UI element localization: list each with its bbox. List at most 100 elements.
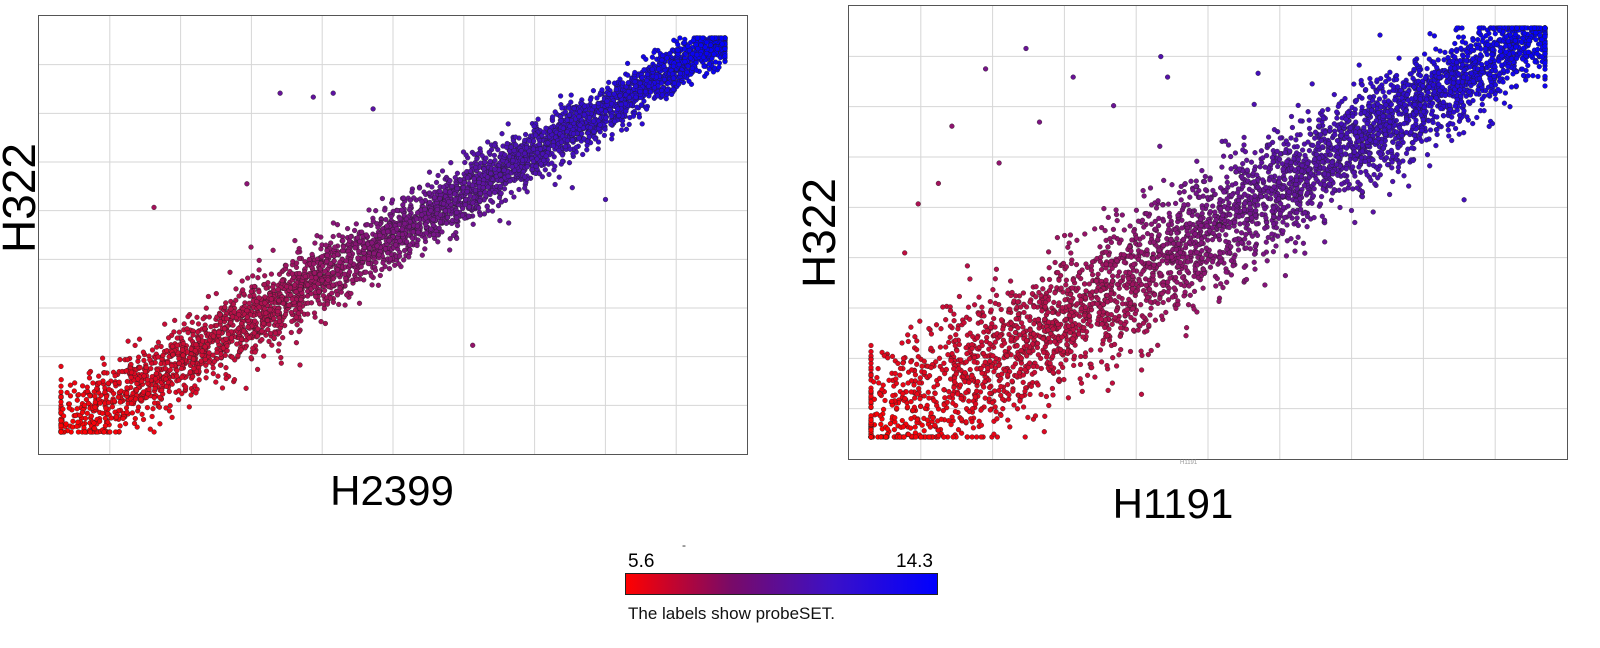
scatter-points — [58, 35, 728, 435]
data-point — [283, 262, 289, 269]
data-point — [329, 290, 335, 296]
data-point — [524, 164, 530, 170]
data-point — [427, 199, 433, 206]
data-point — [670, 75, 677, 81]
data-point — [347, 269, 353, 275]
data-point — [379, 266, 385, 273]
data-point — [228, 320, 234, 326]
data-point — [987, 299, 993, 305]
data-point — [422, 246, 428, 252]
data-point — [364, 222, 370, 228]
data-point — [67, 382, 74, 388]
data-point — [169, 414, 175, 421]
data-point — [210, 333, 217, 339]
data-point — [99, 410, 106, 416]
data-point — [609, 136, 615, 142]
data-point — [571, 105, 577, 112]
data-point — [229, 314, 236, 320]
data-point — [518, 148, 524, 154]
data-point — [443, 220, 450, 226]
data-point — [361, 244, 368, 250]
data-point — [167, 367, 173, 373]
data-point — [317, 271, 323, 278]
data-point — [186, 404, 192, 410]
data-point — [133, 387, 140, 393]
data-point — [236, 293, 242, 299]
data-point — [559, 158, 566, 164]
data-point — [235, 325, 242, 332]
data-point — [82, 415, 89, 422]
data-point — [685, 63, 691, 69]
data-point — [377, 232, 383, 239]
data-point — [1435, 57, 1441, 63]
data-point — [1202, 173, 1208, 180]
data-point — [397, 216, 403, 222]
data-point — [675, 42, 681, 48]
data-point — [709, 35, 715, 41]
data-point — [245, 324, 251, 330]
data-point — [319, 254, 325, 260]
data-point — [442, 208, 449, 214]
data-point — [401, 257, 407, 263]
data-point — [91, 420, 97, 426]
data-point — [439, 229, 445, 235]
data-point — [485, 139, 491, 145]
data-point — [63, 421, 69, 427]
data-point — [623, 108, 629, 114]
scatter-plot-right — [849, 6, 1567, 459]
data-point — [651, 49, 657, 55]
data-point — [434, 206, 440, 213]
data-point — [639, 75, 645, 81]
data-point — [191, 365, 197, 372]
data-point — [250, 345, 256, 351]
data-point — [1437, 48, 1443, 54]
outlier-point — [569, 185, 575, 191]
data-point — [276, 341, 282, 347]
data-point — [123, 405, 130, 411]
data-point — [508, 189, 514, 196]
data-point — [1334, 115, 1340, 121]
data-point — [115, 394, 121, 400]
data-point — [311, 270, 318, 276]
data-point — [293, 264, 300, 271]
data-point — [448, 160, 454, 166]
data-point — [352, 227, 358, 234]
data-point — [396, 261, 402, 267]
data-point — [97, 418, 103, 424]
data-point — [414, 242, 420, 249]
data-point — [140, 349, 147, 355]
data-point — [61, 413, 67, 419]
data-point — [58, 383, 64, 389]
data-point — [658, 87, 665, 94]
data-point — [145, 391, 151, 397]
data-point — [236, 312, 242, 318]
data-point — [718, 35, 725, 41]
data-point — [608, 121, 614, 127]
data-point — [632, 69, 638, 76]
data-point — [386, 266, 393, 272]
data-point — [356, 300, 363, 306]
data-point — [1306, 117, 1312, 123]
data-point — [419, 199, 425, 205]
data-point — [943, 344, 949, 350]
data-point — [921, 393, 927, 399]
data-point — [72, 380, 78, 386]
data-point — [159, 387, 165, 394]
data-point — [180, 341, 187, 347]
data-point — [262, 300, 268, 306]
data-point — [488, 197, 494, 204]
data-point — [79, 383, 86, 389]
data-point — [542, 167, 548, 173]
data-point — [276, 271, 283, 277]
data-point — [1109, 380, 1116, 386]
data-point — [203, 305, 209, 311]
data-point — [491, 152, 498, 159]
data-point — [223, 375, 229, 382]
data-point — [1370, 209, 1376, 215]
data-point — [700, 54, 707, 60]
data-point — [513, 142, 519, 148]
data-point — [213, 379, 219, 385]
data-point — [270, 284, 276, 290]
data-point — [74, 406, 80, 412]
data-point — [426, 190, 433, 196]
